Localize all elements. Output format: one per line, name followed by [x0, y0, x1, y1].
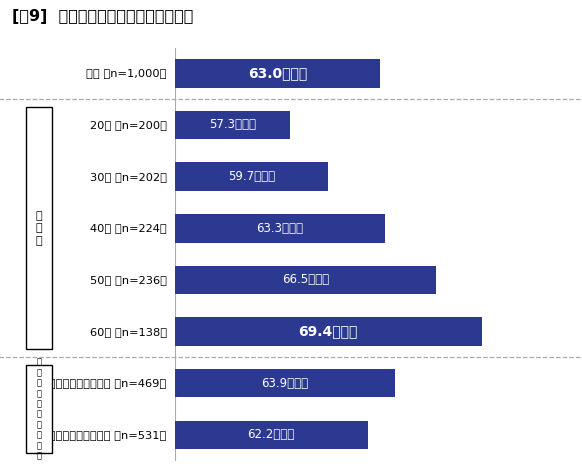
Bar — [175, 162, 328, 191]
Text: 66.5歳まで: 66.5歳まで — [282, 274, 329, 286]
Bar — [175, 59, 381, 87]
Text: 62.2歳まで: 62.2歳まで — [247, 428, 295, 441]
Text: 69.4歳まで: 69.4歳まで — [299, 324, 358, 339]
Bar — [175, 111, 290, 139]
Text: [図9]  働きたい年齢（勤労希望年齢）: [図9] 働きたい年齢（勤労希望年齢） — [12, 10, 193, 25]
Bar — [175, 266, 436, 294]
Text: 60代 （n=138）: 60代 （n=138） — [90, 327, 166, 337]
Text: セルフケアができている （n=469）: セルフケアができている （n=469） — [36, 378, 166, 388]
Text: 63.9歳まで: 63.9歳まで — [261, 377, 308, 390]
Text: セ
ル
フ
ケ
ア
実
践
有
無
別: セ ル フ ケ ア 実 践 有 無 別 — [37, 358, 42, 460]
Text: 30代 （n=202）: 30代 （n=202） — [90, 171, 166, 181]
Text: 63.0歳まで: 63.0歳まで — [248, 66, 307, 80]
Text: セルフケアができていない （n=531）: セルフケアができていない （n=531） — [29, 430, 166, 440]
Bar — [175, 421, 368, 449]
Bar — [175, 214, 385, 243]
Text: 59.7歳まで: 59.7歳まで — [228, 170, 275, 183]
Text: 年
代
別: 年 代 別 — [36, 211, 42, 246]
Text: 63.3歳まで: 63.3歳まで — [257, 222, 303, 235]
Text: 全体 （n=1,000）: 全体 （n=1,000） — [86, 68, 166, 78]
Text: 40代 （n=224）: 40代 （n=224） — [90, 223, 166, 233]
Text: 50代 （n=236）: 50代 （n=236） — [90, 275, 166, 285]
Bar — [175, 369, 395, 398]
Bar — [175, 317, 482, 346]
Text: 57.3歳まで: 57.3歳まで — [209, 118, 256, 132]
Text: 20代 （n=200）: 20代 （n=200） — [90, 120, 166, 130]
